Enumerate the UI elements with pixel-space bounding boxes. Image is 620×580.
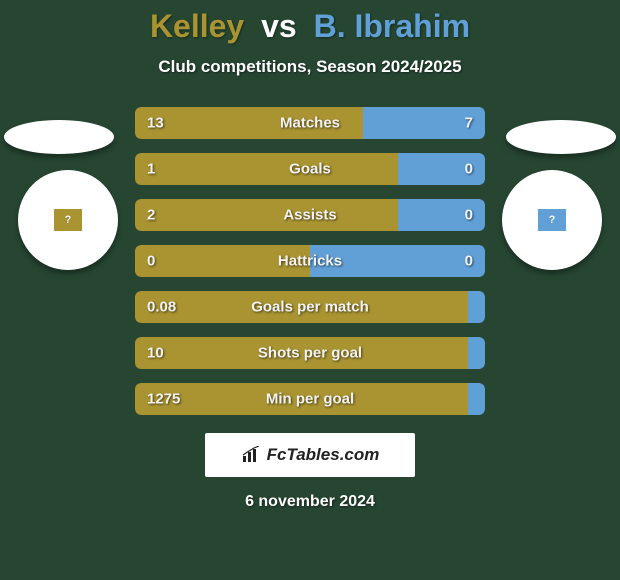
stat-value-left: 1275 bbox=[147, 391, 180, 408]
stat-bar-right bbox=[468, 383, 486, 415]
stat-bar-left bbox=[135, 153, 398, 185]
player2-name: B. Ibrahim bbox=[314, 8, 470, 44]
player2-ellipse bbox=[506, 120, 616, 154]
stat-value-right: 7 bbox=[465, 115, 473, 132]
stat-row: 1275 Min per goal bbox=[135, 383, 485, 415]
stat-label: Matches bbox=[280, 115, 340, 132]
stat-row: 13 7 Matches bbox=[135, 107, 485, 139]
stat-value-right: 0 bbox=[465, 253, 473, 270]
player2-avatar-placeholder-icon: ? bbox=[538, 209, 566, 231]
stat-bar-left bbox=[135, 199, 398, 231]
subtitle: Club competitions, Season 2024/2025 bbox=[0, 57, 620, 77]
player1-name: Kelley bbox=[150, 8, 244, 44]
player1-ellipse bbox=[4, 120, 114, 154]
player2-avatar: ? bbox=[502, 170, 602, 270]
stat-value-left: 1 bbox=[147, 161, 155, 178]
comparison-card: Kelley vs B. Ibrahim Club competitions, … bbox=[0, 0, 620, 580]
brand-badge: FcTables.com bbox=[205, 433, 415, 477]
stat-label: Shots per goal bbox=[258, 345, 362, 362]
stat-row: 1 0 Goals bbox=[135, 153, 485, 185]
stat-value-right: 0 bbox=[465, 161, 473, 178]
stat-value-left: 10 bbox=[147, 345, 164, 362]
stat-row: 0.08 Goals per match bbox=[135, 291, 485, 323]
brand-chart-icon bbox=[241, 446, 263, 464]
stat-bar-right bbox=[468, 291, 486, 323]
stat-row: 0 0 Hattricks bbox=[135, 245, 485, 277]
stat-value-left: 0 bbox=[147, 253, 155, 270]
player1-avatar: ? bbox=[18, 170, 118, 270]
stat-value-right: 0 bbox=[465, 207, 473, 224]
title-row: Kelley vs B. Ibrahim bbox=[0, 8, 620, 45]
stat-label: Hattricks bbox=[278, 253, 342, 270]
date-line: 6 november 2024 bbox=[0, 493, 620, 511]
stat-value-left: 0.08 bbox=[147, 299, 176, 316]
stat-label: Goals per match bbox=[251, 299, 369, 316]
stat-bar-right bbox=[468, 337, 486, 369]
brand-text: FcTables.com bbox=[267, 445, 380, 465]
stat-value-left: 13 bbox=[147, 115, 164, 132]
stat-value-left: 2 bbox=[147, 207, 155, 224]
stats-area: 137Matches10Goals20Assists00Hattricks0.0… bbox=[135, 107, 485, 415]
stat-label: Assists bbox=[283, 207, 336, 224]
stat-row: 2 0 Assists bbox=[135, 199, 485, 231]
stat-label: Min per goal bbox=[266, 391, 354, 408]
stat-row: 10 Shots per goal bbox=[135, 337, 485, 369]
player1-avatar-placeholder-icon: ? bbox=[54, 209, 82, 231]
stat-label: Goals bbox=[289, 161, 331, 178]
vs-label: vs bbox=[261, 8, 297, 44]
